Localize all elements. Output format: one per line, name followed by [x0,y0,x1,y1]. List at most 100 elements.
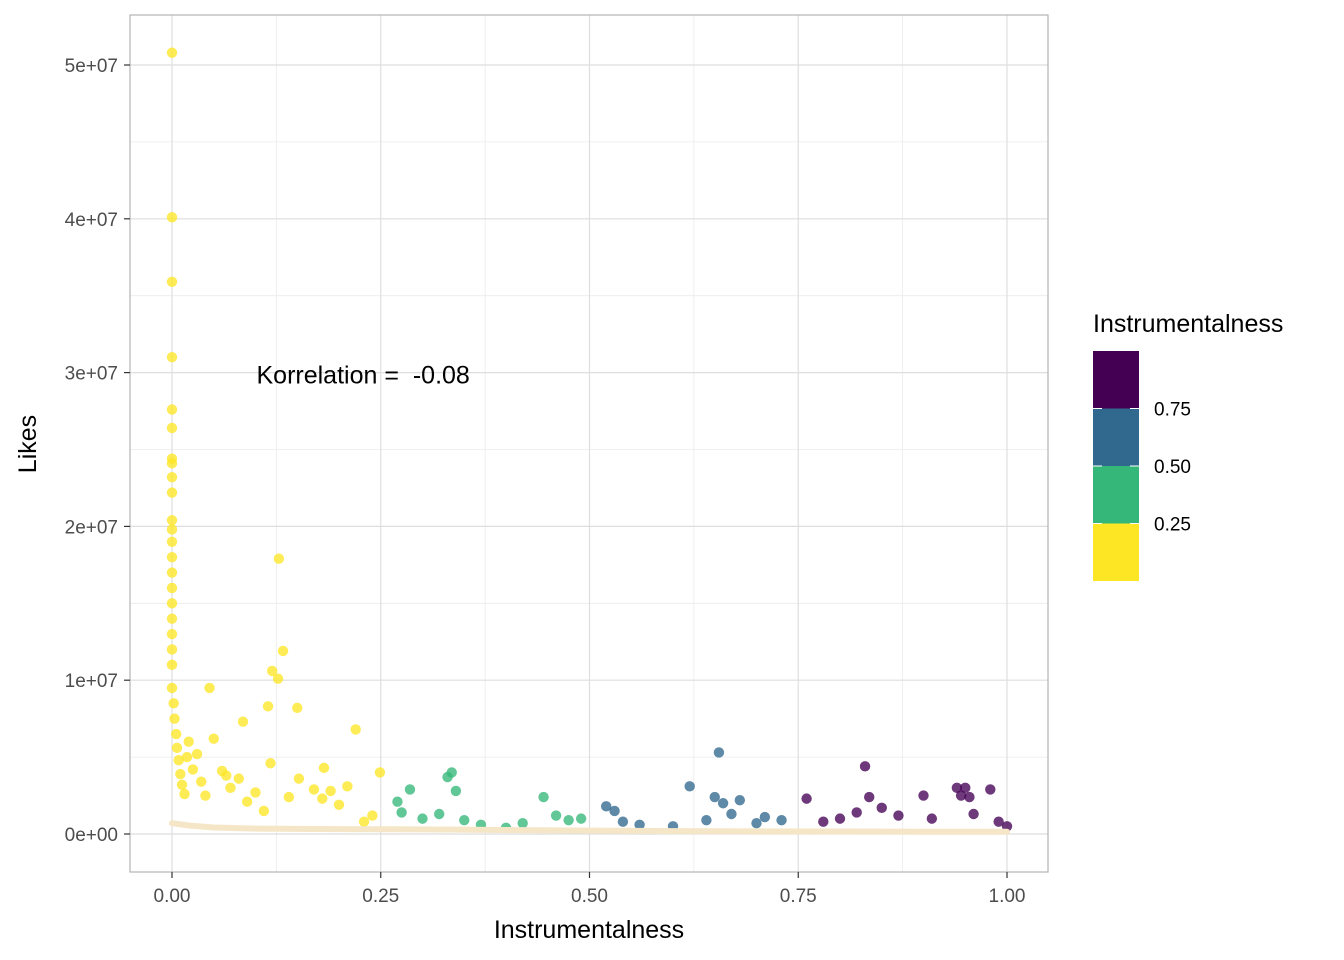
data-point [434,808,445,820]
data-point [818,816,829,827]
data-point [563,814,574,826]
data-point [734,794,745,806]
data-point [166,515,178,526]
data-point [208,733,219,744]
data-point [404,784,416,795]
data-point [634,819,645,830]
data-point [181,751,193,763]
data-point [859,761,871,772]
data-point [751,818,762,829]
data-point [801,793,812,804]
data-point [267,665,278,677]
data-point [726,808,737,820]
legend-bin [1093,523,1139,581]
data-point [258,805,270,817]
data-point [964,791,975,803]
data-point [709,791,720,803]
data-point [550,810,562,821]
data-point [200,790,211,801]
data-point [834,813,846,824]
data-point [175,768,186,780]
legend-bin [1093,408,1139,466]
data-point [166,659,178,671]
data-point [166,471,178,483]
data-point [609,805,620,817]
data-point [166,524,178,535]
trend-line [169,820,1010,835]
data-point [308,784,320,795]
legend-label: 0.25 [1154,515,1191,536]
data-point [350,724,361,735]
legend-bin [1093,351,1139,409]
x-tick-label: 0.25 [362,886,399,907]
data-point [168,698,179,709]
data-point [233,773,244,784]
data-point [166,487,178,498]
data-point [265,758,276,769]
data-point [166,628,178,640]
x-tick-label: 0.75 [780,886,817,907]
data-point [262,701,274,712]
data-point [317,793,328,804]
correlation-annotation: Korrelation = -0.08 [257,362,470,390]
data-point [851,807,862,818]
data-point [166,613,178,624]
data-point [876,802,887,814]
data-point [392,796,403,807]
data-point [166,551,178,563]
x-tick-label: 1.00 [989,886,1026,907]
data-point [293,773,305,784]
trend-line-group [169,820,1010,835]
data-point [166,212,178,223]
data-point [191,748,203,760]
data-point [776,814,787,826]
data-point [951,782,963,794]
data-point [250,787,261,798]
data-point [374,767,386,778]
legend-bin [1093,466,1139,524]
data-point [446,767,457,778]
y-axis-title: Likes [14,415,42,473]
data-point [166,598,178,609]
data-point [166,352,178,363]
data-point [417,813,428,824]
legend-label: 0.75 [1154,400,1191,421]
data-point [176,779,188,790]
data-point [960,782,971,794]
data-point [166,644,178,655]
data-point [713,747,725,758]
data-point [166,458,178,469]
data-point [396,807,407,818]
data-point [926,813,938,824]
major-gridlines [130,15,1048,872]
x-tick-label: 0.00 [154,886,191,907]
data-point [864,791,875,803]
data-point [170,728,182,740]
legend-label: 0.50 [1154,457,1191,478]
data-point [993,816,1004,827]
data-point [166,276,178,288]
data-point [450,785,462,797]
data-point [955,790,967,801]
data-point [968,808,979,820]
data-point [517,818,528,829]
data-point [333,799,345,810]
x-axis-ticks: 0.00 0.25 0.50 0.75 1.00 [154,872,1026,907]
data-point [237,716,249,727]
x-tick-label: 0.50 [571,886,608,907]
legend-color-bins [1093,351,1139,581]
data-point [166,567,178,578]
y-axis-ticks: 0e+00 1e+07 2e+07 3e+07 4e+07 5e+07 [65,56,130,846]
data-point [617,816,629,827]
y-tick-label: 4e+07 [65,210,118,231]
data-point [166,536,178,547]
y-tick-label: 3e+07 [65,364,118,385]
data-point [166,47,178,58]
data-point [358,816,370,827]
data-point [918,790,929,801]
color-legend: Instrumentalness 0.75 0.50 0.25 [1093,310,1283,581]
data-point [173,754,184,766]
y-tick-label: 2e+07 [65,517,118,538]
data-point [273,553,285,564]
